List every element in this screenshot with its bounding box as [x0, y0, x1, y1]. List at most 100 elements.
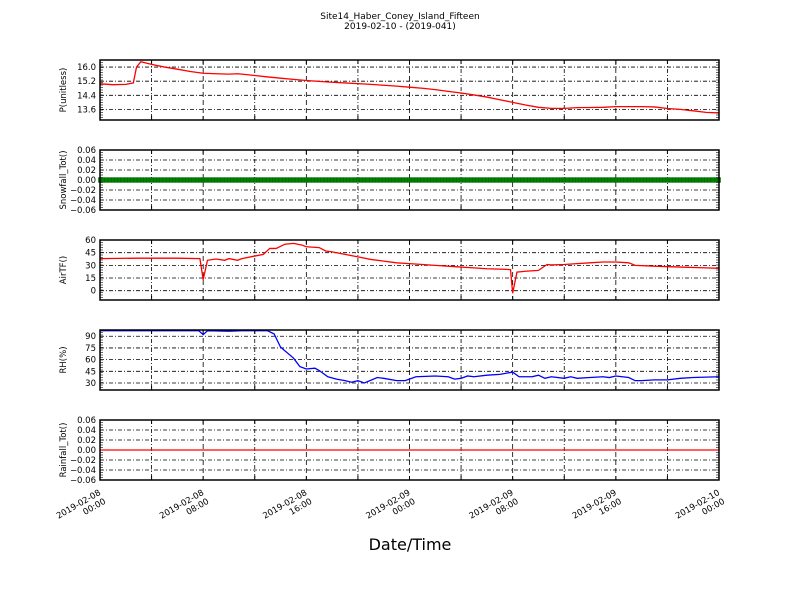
data-point: [262, 177, 267, 183]
data-point: [478, 177, 483, 183]
data-point: [572, 177, 576, 183]
data-point: [472, 177, 476, 183]
y-tick-label: 14.4: [77, 91, 96, 101]
data-point: [107, 177, 112, 183]
data-point: [533, 177, 537, 183]
data-point: [433, 177, 438, 183]
series-line: [100, 330, 720, 384]
data-point: [475, 177, 479, 183]
data-point: [298, 177, 302, 183]
data-point: [252, 177, 257, 183]
data-point: [652, 177, 657, 183]
data-point: [117, 177, 122, 183]
data-point: [243, 177, 247, 183]
data-point: [439, 177, 444, 183]
data-point: [678, 177, 683, 183]
data-point: [539, 177, 544, 183]
data-point: [581, 177, 586, 183]
y-axis-label: RH(%): [59, 346, 69, 373]
data-point: [420, 177, 425, 183]
chart-subtitle: 2019-02-10 - (2019-041): [344, 22, 456, 32]
data-point: [691, 177, 695, 183]
data-point: [120, 177, 125, 183]
data-point: [662, 177, 666, 183]
data-point: [452, 177, 457, 183]
data-point: [639, 177, 644, 183]
panel-Snowfall_Tot(): 0.060.040.020.00−0.02−0.04−0.06Snowfall_…: [59, 146, 721, 216]
data-point: [194, 177, 199, 183]
data-point: [227, 177, 231, 183]
data-point: [443, 177, 447, 183]
data-point: [559, 177, 563, 183]
y-axis-label: Snowfall_Tot(): [59, 150, 69, 209]
data-point: [249, 177, 254, 183]
data-point: [549, 177, 554, 183]
data-point: [191, 177, 196, 183]
y-tick-label: 15.2: [77, 77, 96, 87]
y-tick-label: 0.06: [77, 416, 96, 426]
data-point: [240, 177, 244, 183]
y-tick-label: 90: [85, 332, 96, 342]
data-point: [610, 177, 615, 183]
y-tick-label: −0.06: [70, 476, 96, 486]
data-point: [665, 177, 670, 183]
data-point: [578, 177, 583, 183]
data-point: [385, 177, 389, 183]
plot-frame: [99, 59, 720, 121]
x-axis-label: Date/Time: [369, 535, 452, 554]
data-point: [462, 177, 467, 183]
data-point: [504, 177, 508, 183]
data-point: [697, 177, 702, 183]
data-point: [172, 177, 176, 183]
y-tick-label: 75: [85, 344, 96, 354]
data-point: [143, 177, 147, 183]
data-point: [282, 177, 286, 183]
plot-frame: [99, 239, 720, 301]
data-point: [201, 177, 205, 183]
data-point: [481, 177, 486, 183]
data-point: [165, 177, 170, 183]
y-tick-label: 13.6: [77, 105, 96, 115]
data-point: [185, 177, 189, 183]
data-point: [149, 177, 154, 183]
data-point: [114, 177, 118, 183]
data-point: [568, 177, 573, 183]
data-point: [130, 177, 134, 183]
data-point: [359, 177, 363, 183]
y-tick-label: 0.04: [77, 156, 96, 166]
data-point: [375, 177, 380, 183]
data-point: [136, 177, 141, 183]
y-tick-label: −0.04: [70, 466, 96, 476]
data-point: [256, 177, 260, 183]
data-point: [501, 177, 505, 183]
y-tick-label: 0.04: [77, 426, 96, 436]
data-point: [675, 177, 679, 183]
y-tick-label: 0.00: [77, 446, 96, 456]
plot-frame: [99, 149, 720, 211]
data-point: [356, 177, 360, 183]
data-point: [630, 177, 634, 183]
data-point: [124, 177, 128, 183]
data-point: [643, 177, 647, 183]
data-point: [159, 177, 164, 183]
data-point: [291, 177, 296, 183]
panel-Rainfall_Tot(): 0.060.040.020.00−0.02−0.04−0.06Rainfall_…: [59, 416, 720, 486]
data-point: [230, 177, 234, 183]
data-point: [527, 177, 531, 183]
data-point: [346, 177, 350, 183]
data-point: [211, 177, 215, 183]
data-point: [314, 177, 318, 183]
data-point: [423, 177, 428, 183]
data-point: [523, 177, 528, 183]
panel-AirTF(): 60 45 30 15 0 AirTF(): [59, 236, 720, 301]
y-tick-label: 45: [85, 249, 96, 259]
data-point: [427, 177, 431, 183]
data-point: [520, 177, 525, 183]
data-point: [214, 177, 218, 183]
data-point: [465, 177, 470, 183]
data-point: [327, 177, 331, 183]
